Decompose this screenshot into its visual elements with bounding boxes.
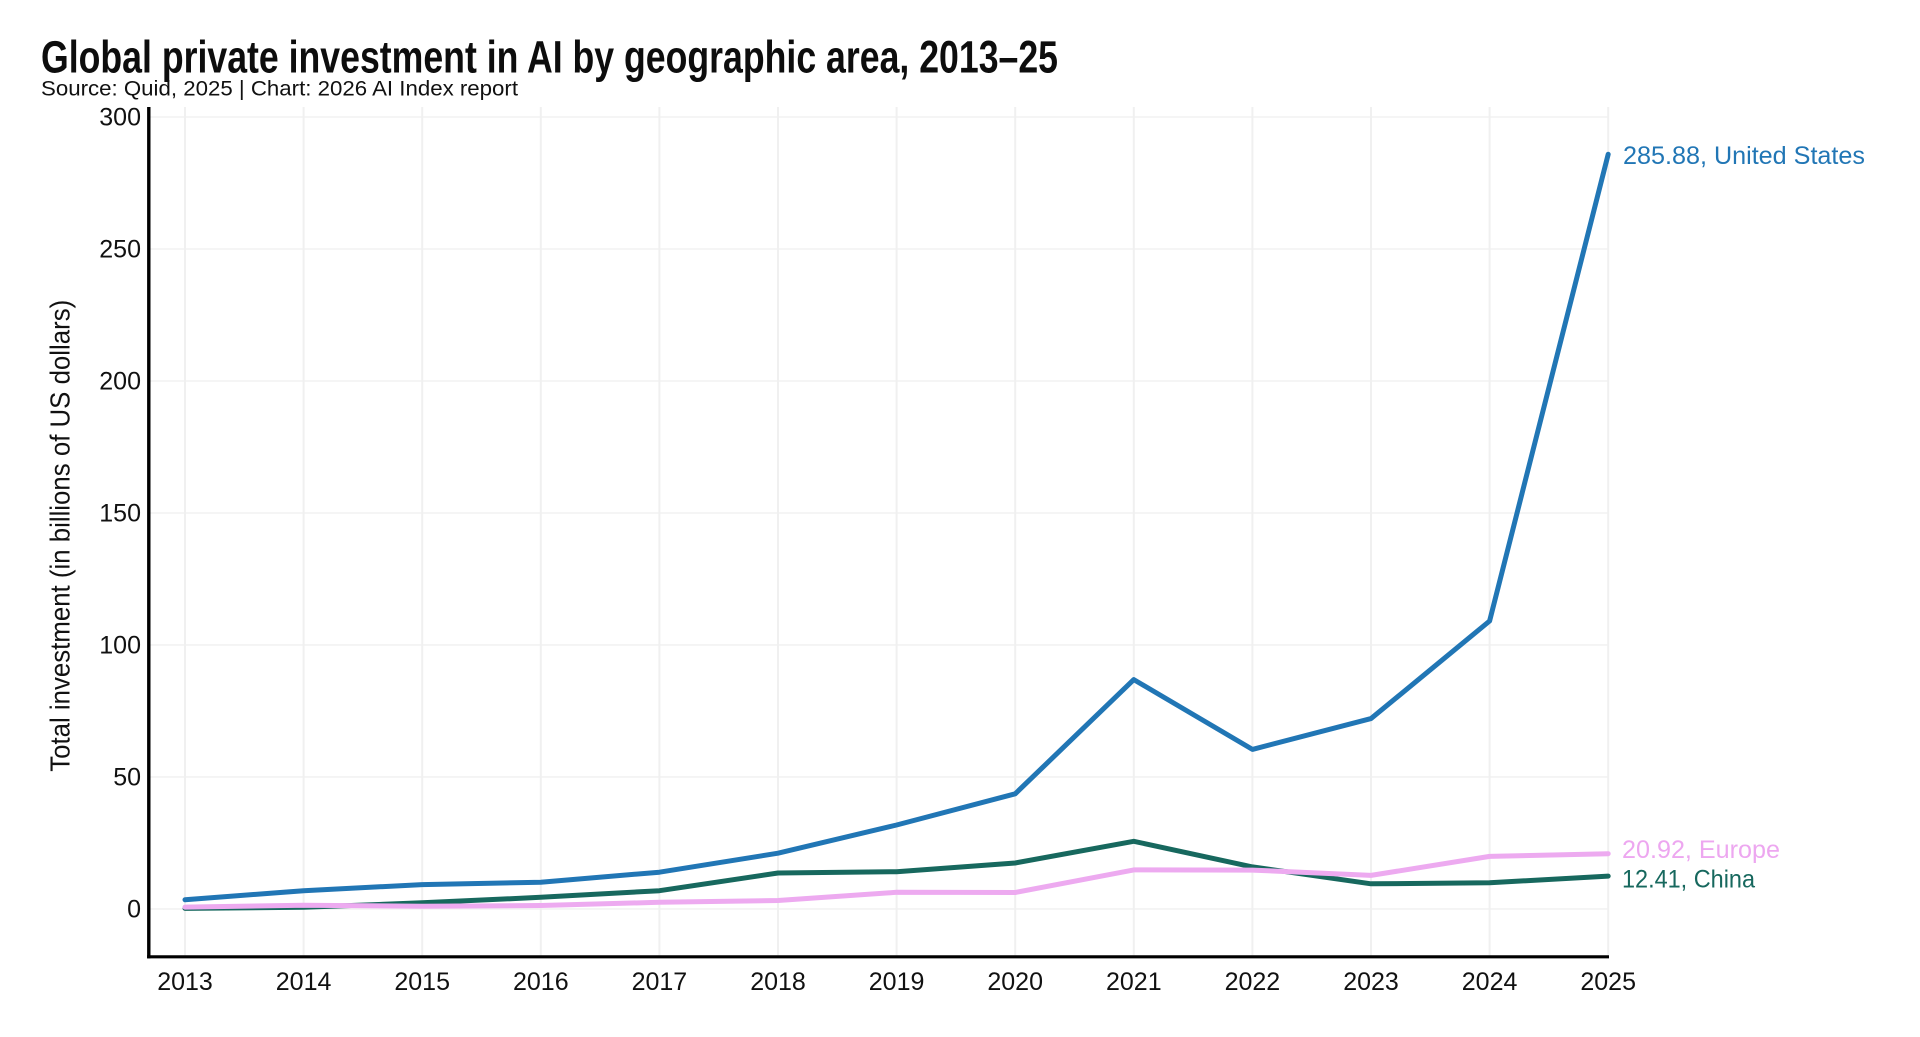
svg-text:2024: 2024 [1462,968,1518,996]
svg-text:2016: 2016 [513,968,569,996]
svg-text:2017: 2017 [632,968,688,996]
svg-text:2013: 2013 [157,968,213,996]
svg-text:150: 150 [99,500,141,528]
svg-text:Source: Quid, 2025 | Chart: 20: Source: Quid, 2025 | Chart: 2026 AI Inde… [41,78,518,101]
svg-text:2015: 2015 [394,968,450,996]
svg-text:50: 50 [113,764,141,792]
svg-text:300: 300 [99,104,141,132]
svg-text:12.41, China: 12.41, China [1622,866,1755,894]
svg-text:2023: 2023 [1343,968,1399,996]
svg-text:2014: 2014 [276,968,332,996]
svg-text:2020: 2020 [987,968,1043,996]
svg-text:2025: 2025 [1580,968,1636,996]
svg-text:285.88, United States: 285.88, United States [1623,142,1865,170]
svg-text:0: 0 [127,896,141,924]
svg-text:Global private investment in A: Global private investment in AI by geogr… [41,31,1058,82]
svg-text:250: 250 [99,236,141,264]
svg-text:2019: 2019 [869,968,925,996]
svg-text:100: 100 [99,632,141,660]
svg-text:2022: 2022 [1225,968,1281,996]
svg-text:Total investment (in billions: Total investment (in billions of US doll… [45,300,76,772]
svg-text:2021: 2021 [1106,968,1162,996]
svg-text:2018: 2018 [750,968,806,996]
svg-text:20.92, Europe: 20.92, Europe [1622,836,1780,864]
svg-text:200: 200 [99,368,141,396]
